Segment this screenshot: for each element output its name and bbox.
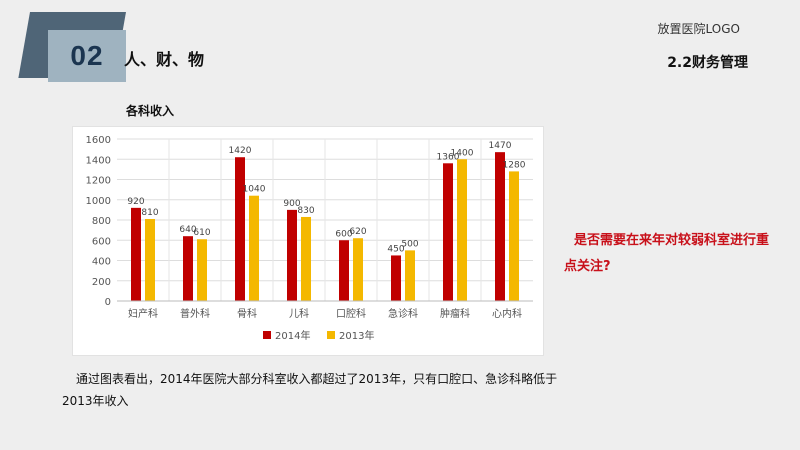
x-tick-label: 心内科 xyxy=(492,307,522,320)
section-number: 02 xyxy=(70,40,104,71)
bar xyxy=(391,255,401,301)
data-label: 450 xyxy=(387,244,404,254)
bar xyxy=(301,216,311,301)
section-title: 人、财、物 xyxy=(124,50,205,69)
bar xyxy=(287,209,297,301)
x-tick-label: 肿瘤科 xyxy=(440,307,470,320)
x-tick-label: 急诊科 xyxy=(388,307,418,320)
bar xyxy=(197,239,207,301)
y-tick-label: 600 xyxy=(92,236,111,247)
data-label: 1040 xyxy=(243,185,266,195)
bar xyxy=(131,207,141,301)
legend-swatch xyxy=(327,331,335,339)
bar xyxy=(443,163,453,301)
y-tick-label: 1000 xyxy=(86,196,111,207)
y-tick-label: 1200 xyxy=(86,176,111,187)
badge-front-shape: 02 xyxy=(48,30,126,82)
y-tick-label: 0 xyxy=(105,297,111,308)
data-label: 900 xyxy=(283,199,300,209)
data-label: 500 xyxy=(401,239,418,249)
section-badge: 02 xyxy=(18,12,130,82)
x-tick-label: 妇产科 xyxy=(128,307,158,320)
y-tick-label: 1400 xyxy=(86,155,111,166)
data-label: 920 xyxy=(127,197,144,207)
data-label: 1360 xyxy=(437,152,460,162)
legend-swatch xyxy=(263,331,271,339)
y-tick-label: 400 xyxy=(92,257,111,268)
y-tick-label: 1600 xyxy=(86,135,111,146)
chart-panel: 0 200 400 600 800 1000 1200 1400 1600 920 810 妇产科 64… xyxy=(72,126,544,356)
bar xyxy=(339,240,349,301)
bar xyxy=(145,218,155,301)
chart-note: 通过图表看出，2014年医院大部分科室收入都超过了2013年，只有口腔口、急诊科… xyxy=(62,372,558,408)
data-label: 640 xyxy=(179,225,196,235)
data-label: 620 xyxy=(349,227,366,237)
data-label: 1280 xyxy=(503,160,526,170)
data-label: 1470 xyxy=(489,141,512,151)
question-text: 是否需要在来年对较弱科室进行重点关注? xyxy=(564,233,770,274)
subsection-title: 2.2财务管理 xyxy=(667,55,748,71)
data-label: 600 xyxy=(335,229,352,239)
bar xyxy=(235,157,245,301)
data-label: 830 xyxy=(297,206,314,216)
legend-label: 2014年 xyxy=(275,329,310,342)
hospital-logo-placeholder: 放置医院LOGO xyxy=(657,22,740,36)
chart-title: 各科收入 xyxy=(126,104,175,118)
bar xyxy=(183,236,193,301)
bar xyxy=(353,238,363,301)
bar xyxy=(495,152,505,301)
x-tick-label: 骨科 xyxy=(237,307,257,320)
data-label: 1400 xyxy=(451,148,474,158)
x-tick-label: 儿科 xyxy=(289,307,309,320)
data-label: 1420 xyxy=(229,146,252,156)
y-tick-label: 800 xyxy=(92,216,111,227)
legend-label: 2013年 xyxy=(339,329,374,342)
x-tick-label: 普外科 xyxy=(180,307,210,320)
x-tick-label: 口腔科 xyxy=(336,307,366,320)
y-tick-label: 200 xyxy=(92,277,111,288)
bar xyxy=(405,250,415,301)
data-label: 810 xyxy=(141,208,158,218)
bar xyxy=(457,159,467,301)
bar xyxy=(509,171,519,301)
bar xyxy=(249,195,259,301)
data-label: 610 xyxy=(193,228,210,238)
